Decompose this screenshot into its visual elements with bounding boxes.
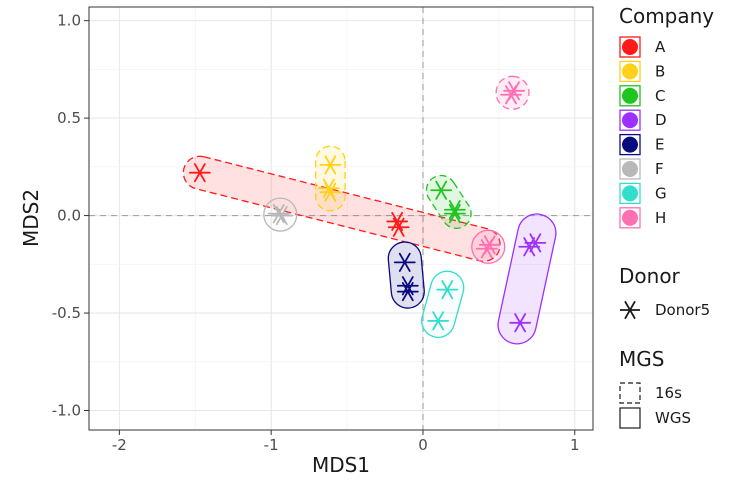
legend-mgs-16s-key <box>619 382 641 404</box>
point-E <box>393 252 416 272</box>
legend-donor-label: Donor5 <box>655 301 710 319</box>
legend-company-title: Company <box>619 4 714 28</box>
legend-donor-title: Donor <box>619 264 681 288</box>
x-tick-label: -1 <box>264 436 279 454</box>
legend-key-dot-E <box>622 136 638 153</box>
point-H <box>478 235 501 255</box>
point-F <box>270 206 293 226</box>
hull-E-WGS <box>387 241 425 309</box>
point-D <box>524 233 547 253</box>
legend-label-F: F <box>655 160 664 178</box>
tick-layer: -2 -1 0 1 -1.0 -0.5 0.0 0.5 1.0 <box>52 12 580 454</box>
legend-label-C: C <box>655 87 665 105</box>
grid-layer <box>89 7 593 430</box>
legend-donor-key <box>620 300 640 320</box>
legend-label-B: B <box>655 62 665 80</box>
point-G <box>436 280 459 300</box>
y-tick-label: -1.0 <box>52 402 81 420</box>
x-tick-label: 0 <box>418 436 428 454</box>
y-tick-label: 0.0 <box>57 207 81 225</box>
reference-lines <box>89 7 593 430</box>
point-C <box>430 180 453 200</box>
legend-key-dot-A <box>622 39 638 55</box>
legend-mgs-wgs-key <box>619 407 641 429</box>
hull-C-16s <box>425 174 472 230</box>
point-C <box>443 200 466 220</box>
hull-A-16s <box>182 155 501 262</box>
point-A <box>387 217 410 237</box>
y-axis-title: MDS2 <box>19 189 43 247</box>
legend-key-dot-C <box>622 87 638 104</box>
point-D <box>509 313 532 333</box>
legend-key-dot-G <box>622 185 638 202</box>
legend-mgs-16s-label: 16s <box>655 384 682 402</box>
legend-key-dot-D <box>622 112 638 129</box>
point-B <box>319 182 342 202</box>
x-axis-title: MDS1 <box>312 453 370 477</box>
point-F <box>267 204 290 224</box>
point-C <box>443 204 466 224</box>
legend-key-dot-F <box>622 161 638 177</box>
y-tick-label: 1.0 <box>57 12 81 30</box>
point-B <box>319 155 342 175</box>
point-G <box>427 311 450 331</box>
legend-label-G: G <box>655 184 667 202</box>
point-layer <box>188 81 547 333</box>
hull-B-16s <box>314 145 346 212</box>
point-H <box>500 85 522 105</box>
legend-key-dot-B <box>622 63 638 80</box>
y-tick-label: -0.5 <box>52 304 81 322</box>
hull-D-WGS <box>497 213 557 345</box>
legend-label-D: D <box>655 111 667 129</box>
x-tick-label: 1 <box>570 436 580 454</box>
point-E <box>396 282 419 302</box>
point-D <box>518 237 541 257</box>
legend-mgs-wgs-label: WGS <box>655 409 691 427</box>
y-tick-label: 0.5 <box>57 109 81 127</box>
panel-background <box>89 7 593 430</box>
legend-key-dot-H <box>622 209 638 226</box>
legend-mgs-title: MGS <box>619 347 664 371</box>
legend-label-E: E <box>655 136 664 154</box>
panel-border <box>88 6 594 431</box>
legend-label-A: A <box>655 38 666 56</box>
legend-label-H: H <box>655 209 666 227</box>
point-A <box>188 163 211 183</box>
x-tick-label: -2 <box>112 436 127 454</box>
